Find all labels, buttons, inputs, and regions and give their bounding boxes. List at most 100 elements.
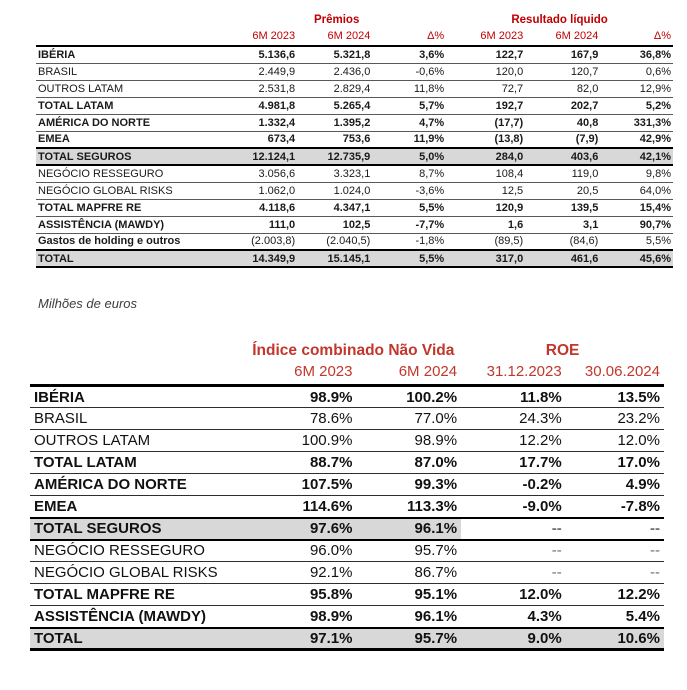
cell-value: 92.1% [309, 564, 353, 581]
table-row: BRASIL 2.449,9 2.436,0 -0,6% 120,0 120,7 0,6% [36, 63, 673, 80]
cell-value: 12.2% [617, 586, 660, 603]
cell-value: 96.1% [356, 517, 462, 540]
cell-value: 284,0 [446, 148, 526, 165]
cell-value: 9.0% [461, 627, 566, 650]
cell-value: 113.3% [407, 497, 458, 515]
cell-value: -- [551, 564, 562, 581]
cell-value: 753,6 [342, 133, 371, 146]
combined-ratio-roe-table: Índice combinado Não Vida ROE 6M 2023 6M… [30, 340, 664, 651]
row-label: TOTAL SEGUROS [36, 148, 228, 165]
cell-value: -7,7% [415, 218, 445, 231]
cell-value: 12.0% [519, 586, 562, 603]
row-label: NEGÓCIO GLOBAL RISKS [34, 564, 218, 581]
cell-value: 12.124,1 [227, 148, 298, 165]
cell-value: 1.395,2 [333, 116, 371, 129]
cell-value: 1.062,0 [258, 184, 296, 197]
cell-value: 122,7 [495, 48, 524, 61]
column-header: 6M 2023 [294, 363, 353, 380]
group-header-row: Prêmios Resultado líquido [36, 12, 673, 29]
cell-value: 2.531,8 [258, 82, 296, 95]
row-label: EMEA [34, 497, 78, 515]
cell-value: 45,6% [600, 250, 673, 267]
table-row: TOTAL MAPFRE RE 95.8% 95.1% 12.0% 12.2% [30, 584, 664, 606]
cell-value: -0,6% [415, 65, 445, 78]
group-header-net-result: Resultado líquido [511, 14, 608, 26]
cell-value: 4.981,8 [258, 99, 296, 112]
table-body: IBÉRIA 98.9% 100.2% 11.8% 13.5% BRASIL 78.6% 77… [30, 386, 664, 650]
cell-value: -- [650, 520, 660, 537]
cell-value: -- [551, 542, 562, 560]
cell-value: 2.436,0 [333, 65, 371, 78]
cell-value: 192,7 [495, 99, 524, 112]
cell-value: (2.040,5) [326, 235, 371, 248]
table-row: TOTAL SEGUROS 97.6% 96.1% -- -- [30, 517, 664, 540]
row-label: AMÉRICA DO NORTE [34, 476, 187, 493]
cell-value: 11,9% [413, 133, 445, 146]
group-header-row: Índice combinado Não Vida ROE [30, 340, 664, 362]
cell-value: 2.449,9 [258, 65, 296, 78]
cell-value: (84,6) [569, 235, 599, 248]
cell-value: 461,6 [525, 250, 601, 267]
cell-value: 0,6% [645, 65, 671, 78]
row-label: NEGÓCIO GLOBAL RISKS [38, 184, 173, 197]
cell-value: 2.829,4 [333, 82, 371, 95]
cell-value: 64,0% [639, 184, 671, 197]
cell-value: 3.056,6 [258, 167, 296, 180]
cell-value: 24.3% [519, 410, 562, 427]
row-label: IBÉRIA [38, 48, 76, 61]
cell-value: 5,5% [419, 201, 445, 214]
corner-spacer [36, 29, 227, 46]
table-row: EMEA 114.6% 113.3% -9.0% -7.8% [30, 496, 664, 518]
cell-value: 4.118,6 [259, 201, 296, 214]
row-label: TOTAL LATAM [38, 99, 114, 112]
cell-value: 5.265,4 [333, 99, 371, 112]
table-row: AMÉRICA DO NORTE 107.5% 99.3% -0.2% 4.9% [30, 474, 664, 496]
cell-value: 108,4 [495, 167, 524, 180]
column-header-row: 6M 2023 6M 2024 Δ% 6M 2023 6M 2024 Δ% [36, 29, 673, 46]
table-row: NEGÓCIO GLOBAL RISKS 1.062,0 1.024,0 -3,6% 1… [36, 182, 673, 199]
cell-value: 12.735,9 [297, 148, 373, 165]
corner-spacer [30, 340, 246, 362]
cell-value: 15,4% [639, 201, 671, 214]
cell-value: 42,1% [600, 148, 673, 165]
cell-value: 40,8 [576, 116, 599, 129]
cell-value: 36,8% [639, 48, 671, 61]
cell-value: -1,8% [415, 235, 445, 248]
cell-value: 88.7% [309, 454, 353, 471]
row-label: EMEA [38, 133, 70, 146]
column-header: Δ% [653, 30, 671, 42]
cell-value: 11.8% [519, 388, 562, 406]
cell-value: 96.1% [414, 607, 458, 625]
table-row: IBÉRIA 98.9% 100.2% 11.8% 13.5% [30, 386, 664, 408]
cell-value: 17.0% [617, 454, 660, 471]
cell-value: 42,9% [639, 133, 671, 146]
row-label: BRASIL [38, 65, 78, 78]
cell-value: 97.1% [245, 627, 357, 650]
cell-value: 14.349,9 [227, 250, 298, 267]
cell-value: 87.0% [414, 454, 458, 471]
column-header-row: 6M 2023 6M 2024 31.12.2023 30.06.2024 [30, 362, 664, 386]
cell-value: 673,4 [267, 133, 296, 146]
table-row: ASSISTÊNCIA (MAWDY) 98.9% 96.1% 4.3% 5.4% [30, 606, 664, 628]
corner-spacer [30, 362, 246, 386]
cell-value: 95.7% [414, 542, 458, 560]
cell-value: 3,1 [583, 218, 599, 231]
cell-value: 95.8% [309, 586, 353, 603]
cell-value: 12.2% [519, 432, 562, 449]
cell-value: 1.332,4 [258, 116, 296, 129]
cell-value: 10.6% [565, 627, 664, 650]
row-label: ASSISTÊNCIA (MAWDY) [34, 607, 206, 625]
row-label: NEGÓCIO RESSEGURO [34, 542, 205, 560]
cell-value: 17.7% [519, 454, 562, 471]
cell-value: (89,5) [494, 235, 524, 248]
cell-value: 5,2% [645, 99, 671, 112]
cell-value: 82,0 [576, 82, 599, 95]
row-label: TOTAL LATAM [34, 454, 137, 471]
cell-value: 167,9 [570, 48, 599, 61]
table-row: NEGÓCIO RESSEGURO 96.0% 95.7% -- -- [30, 540, 664, 562]
table-body: IBÉRIA 5.136,6 5.321,8 3,6% 122,7 167,9 36,8% B… [36, 46, 673, 267]
column-header: 6M 2023 [480, 30, 524, 42]
cell-value: 8,7% [419, 167, 445, 180]
cell-value: 403,6 [525, 148, 601, 165]
